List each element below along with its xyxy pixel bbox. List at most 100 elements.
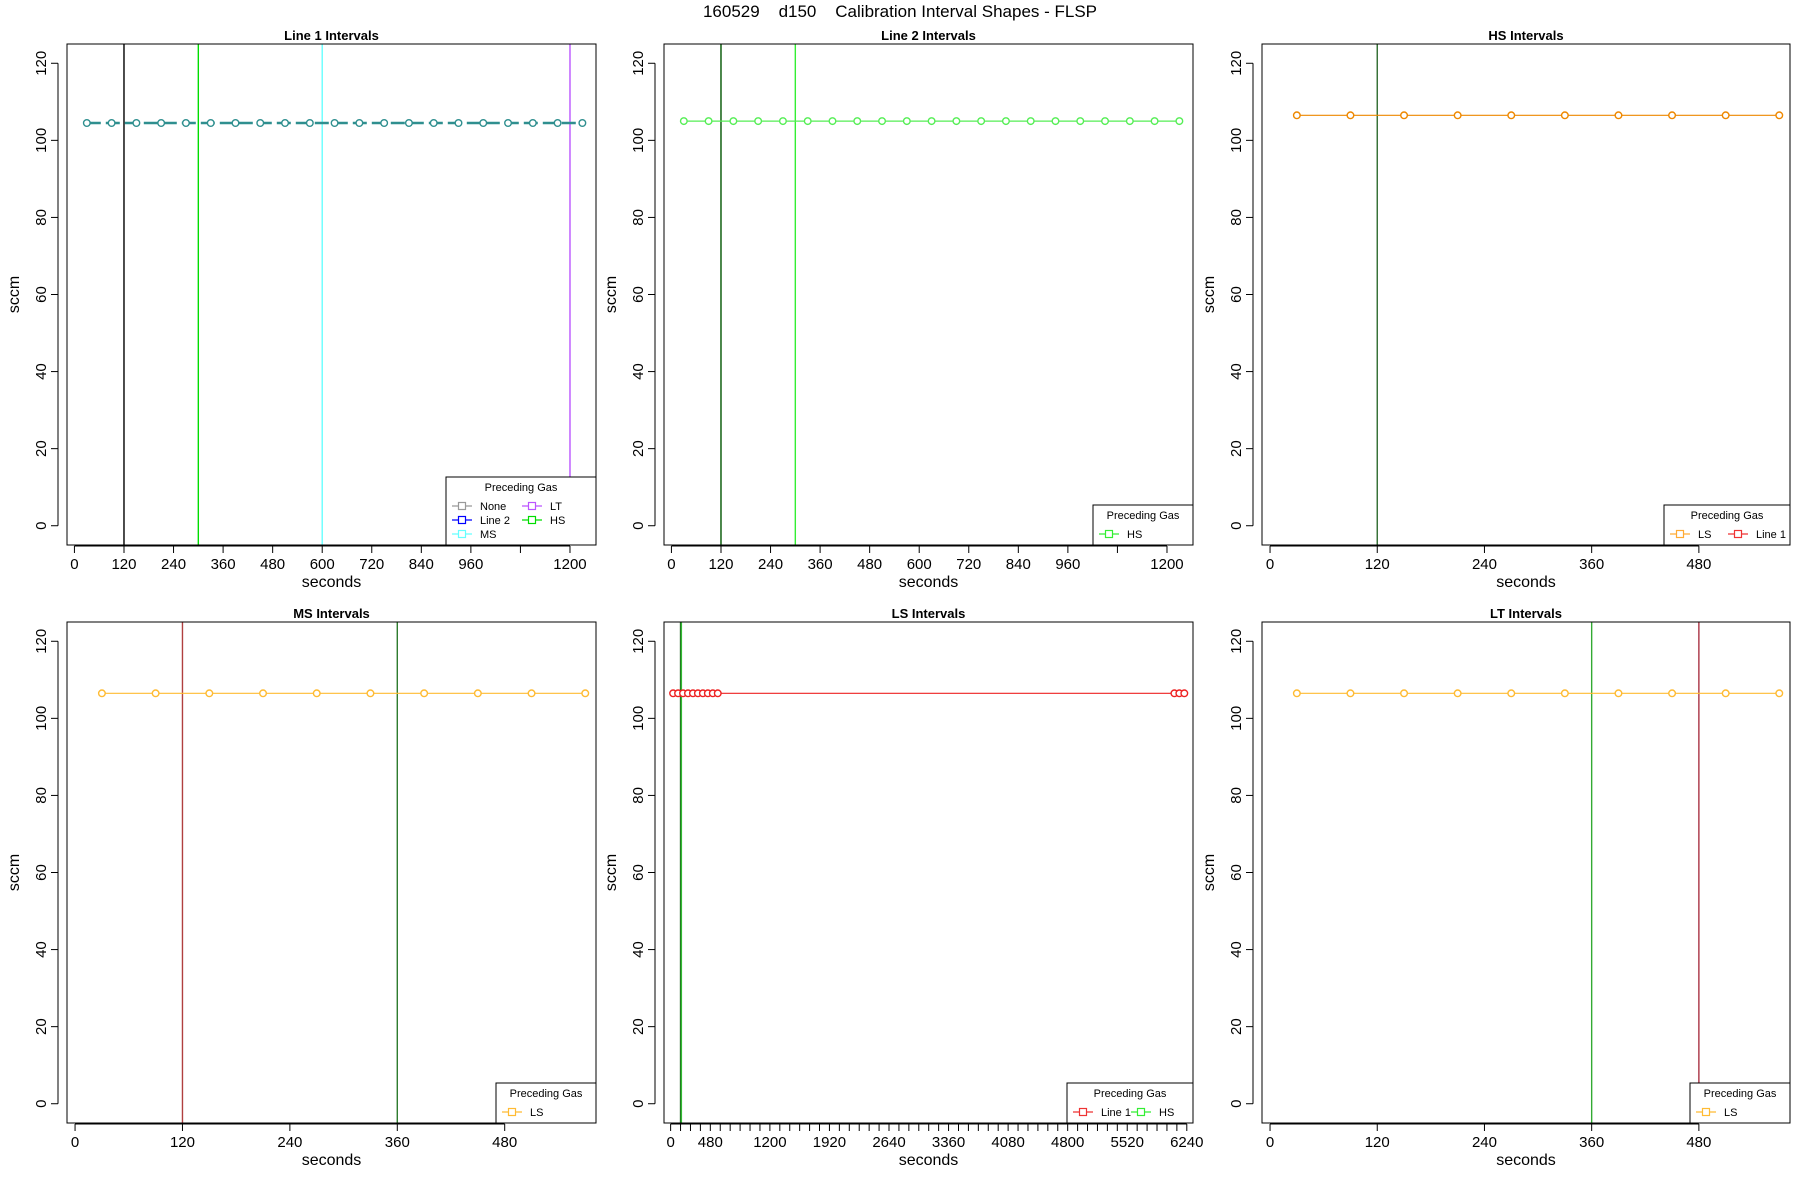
- legend-swatch-marker: [457, 515, 467, 525]
- data-point: [553, 119, 562, 128]
- data-point: [754, 117, 763, 126]
- y-tick-label: 60: [33, 286, 50, 303]
- y-axis-label: sccm: [1201, 854, 1218, 891]
- data-point: [429, 119, 438, 128]
- panel-title: Line 2 Intervals: [881, 28, 976, 43]
- y-axis-label: sccm: [603, 276, 620, 313]
- y-tick-label: 100: [33, 128, 50, 153]
- panel-line-2-intervals: Line 2 Intervals 0 20 40 60 80 100 120 sccm 0 120 2…: [603, 28, 1194, 591]
- legend-swatch-marker: [1104, 529, 1114, 539]
- data-point: [312, 689, 321, 698]
- legend-swatch-marker: [457, 501, 467, 511]
- x-tick-label: 6240: [1170, 1134, 1203, 1151]
- legend-title: Preceding Gas: [1107, 510, 1180, 522]
- legend: Preceding Gas LS: [1689, 1082, 1791, 1124]
- legend-label: None: [480, 501, 506, 513]
- y-axis-label: sccm: [1201, 276, 1218, 313]
- x-tick-label: 600: [907, 556, 932, 573]
- data-point: [1076, 117, 1085, 126]
- data-point: [1101, 117, 1110, 126]
- x-tick-label: 360: [211, 556, 236, 573]
- data-point: [528, 119, 537, 128]
- x-tick-label: 3360: [932, 1134, 965, 1151]
- legend-label: MS: [480, 529, 497, 541]
- legend-box: [1092, 504, 1194, 546]
- legend-label: LS: [1724, 1107, 1737, 1119]
- plot-frame: [1261, 621, 1791, 1124]
- x-tick-label: 240: [277, 1134, 302, 1151]
- panel-lt-intervals: LT Intervals 0 20 40 60 80 100 120 sccm 0 120 240 36…: [1201, 606, 1791, 1169]
- data-point: [305, 119, 314, 128]
- x-tick-label: 240: [161, 556, 186, 573]
- x-tick-label: 1200: [1150, 556, 1183, 573]
- data-point: [107, 119, 116, 128]
- data-point: [1560, 689, 1569, 698]
- y-tick-label: 80: [33, 209, 50, 226]
- data-point: [1400, 111, 1409, 120]
- y-tick-label: 120: [1228, 51, 1245, 76]
- legend-title: Preceding Gas: [1691, 510, 1764, 522]
- data-point: [704, 117, 713, 126]
- data-point: [1721, 111, 1730, 120]
- x-tick-label: 240: [758, 556, 783, 573]
- data-point: [952, 117, 961, 126]
- panel-title: LT Intervals: [1490, 606, 1562, 621]
- data-point: [1453, 689, 1462, 698]
- data-point: [1346, 689, 1355, 698]
- data-point: [527, 689, 536, 698]
- x-tick-label: 120: [708, 556, 733, 573]
- x-axis-label: seconds: [899, 574, 959, 591]
- x-tick-label: 360: [1579, 556, 1604, 573]
- plot-frame: [66, 43, 597, 546]
- data-point: [1175, 117, 1184, 126]
- x-axis-label: seconds: [302, 1152, 362, 1169]
- x-tick-label: 240: [1472, 556, 1497, 573]
- x-tick-label: 120: [170, 1134, 195, 1151]
- legend-swatch-marker: [1675, 529, 1685, 539]
- data-point: [1668, 111, 1677, 120]
- legend-label: Line 2: [480, 515, 510, 527]
- plot-frame: [66, 621, 597, 1124]
- y-tick-label: 20: [33, 440, 50, 457]
- x-tick-label: 960: [458, 556, 483, 573]
- y-tick-label: 20: [630, 440, 647, 457]
- data-point: [1453, 111, 1462, 120]
- y-tick-label: 120: [1228, 629, 1245, 654]
- data-point: [404, 119, 413, 128]
- x-tick-label: 120: [1365, 556, 1390, 573]
- data-point: [878, 117, 887, 126]
- legend-title: Preceding Gas: [485, 482, 558, 494]
- y-axis-label: sccm: [6, 854, 23, 891]
- y-tick-label: 20: [1228, 440, 1245, 457]
- y-tick-label: 0: [33, 522, 50, 530]
- x-tick-label: 480: [1686, 1134, 1711, 1151]
- data-point: [1507, 111, 1516, 120]
- data-point: [256, 119, 265, 128]
- y-tick-label: 100: [33, 706, 50, 731]
- data-point: [504, 119, 513, 128]
- data-point: [1668, 689, 1677, 698]
- data-point: [366, 689, 375, 698]
- y-tick-label: 80: [630, 209, 647, 226]
- x-tick-label: 360: [808, 556, 833, 573]
- y-tick-label: 80: [630, 787, 647, 804]
- x-tick-label: 600: [310, 556, 335, 573]
- legend-label: HS: [550, 515, 565, 527]
- legend-title: Preceding Gas: [1704, 1088, 1777, 1100]
- data-point: [927, 117, 936, 126]
- plot-frame: [663, 621, 1194, 1124]
- y-tick-label: 20: [1228, 1018, 1245, 1035]
- x-tick-label: 360: [385, 1134, 410, 1151]
- data-point: [1775, 111, 1784, 120]
- legend-label: LT: [550, 501, 562, 513]
- data-point: [259, 689, 268, 698]
- y-tick-label: 20: [630, 1018, 647, 1035]
- y-tick-label: 0: [1228, 1100, 1245, 1108]
- data-point: [231, 119, 240, 128]
- y-tick-label: 40: [33, 941, 50, 958]
- data-point: [380, 119, 389, 128]
- data-point: [1400, 689, 1409, 698]
- data-point: [157, 119, 166, 128]
- x-tick-label: 1200: [753, 1134, 786, 1151]
- y-tick-label: 0: [33, 1100, 50, 1108]
